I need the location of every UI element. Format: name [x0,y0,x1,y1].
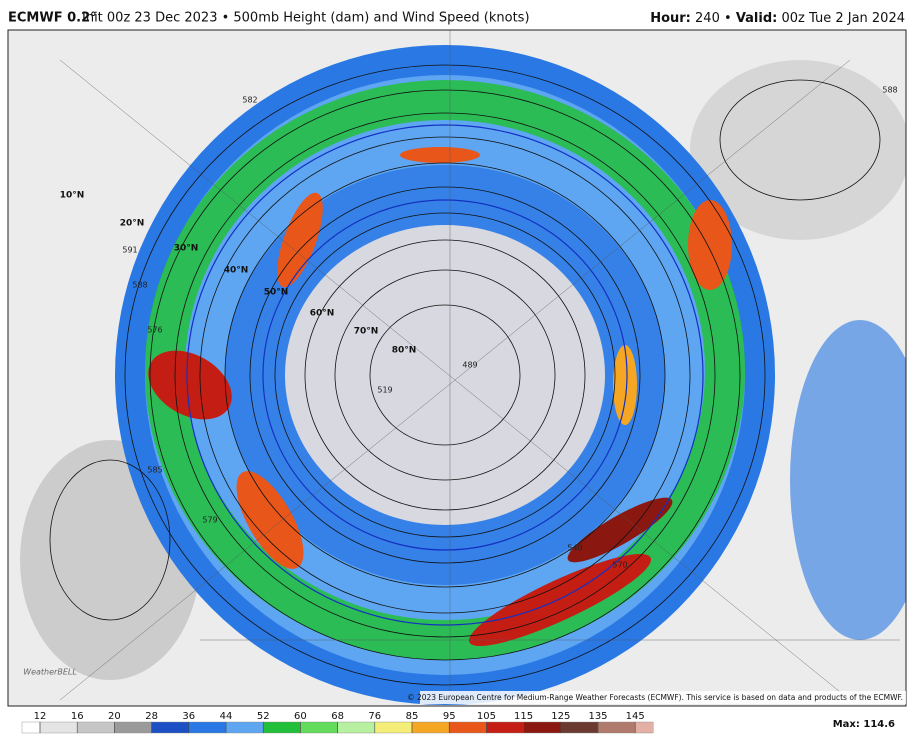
colorbar-cell [486,721,524,734]
separator: • [724,11,732,26]
colorbar-tick-label: 68 [331,711,344,722]
contour-label: 588 [132,281,147,290]
colorbar-cell [337,721,376,734]
valid-line: Hour: 240 • Valid: 00z Tue 2 Jan 2024 [650,11,905,26]
contour-label: 582 [242,96,257,105]
colorbar-tick-label: 85 [406,711,419,722]
watermark: WeatherBELL [23,668,77,677]
copyright: © 2023 European Centre for Medium-Range … [407,693,903,702]
contour-label: 540 [567,544,582,553]
colorbar-tick-label: 20 [108,711,121,722]
colorbar-cell [560,721,599,734]
colorbar-cell [114,721,152,734]
max: Max: 114.6 [833,719,895,730]
title: Init 00z 23 Dec 2023 • 500mb Height (dam… [82,11,530,26]
contour-label: 519 [377,386,392,395]
map [7,29,907,707]
colorbar-cell [635,721,654,734]
latitude-label: 20°N [120,219,145,229]
colorbar-cell [411,721,450,734]
colorbar-cell [374,721,413,734]
colorbar-cell [21,721,41,734]
colorbar-tick-label: 12 [34,711,47,722]
latitude-label: 10°N [60,191,85,201]
colorbar-tick-label: 125 [551,711,570,722]
contour-label: 576 [147,326,162,335]
colorbar-cell [300,721,338,734]
contour-label: 585 [147,466,162,475]
contour-label: 570 [612,561,627,570]
colorbar-cell [76,721,115,734]
colorbar-cell [39,721,78,734]
hour: 240 [695,11,720,26]
colorbar-cell [597,721,636,734]
colorbar-cell [225,721,264,734]
colorbar-cell [523,721,561,734]
colorbar-tick-label: 76 [368,711,381,722]
contour-label: 489 [462,361,477,370]
colorbar-cell [188,721,227,734]
colorbar-tick-label: 105 [477,711,496,722]
max-label: Max: [833,719,860,730]
colorbar-tick-label: 145 [626,711,645,722]
colorbar-tick-label: 36 [182,711,195,722]
latitude-label: 80°N [392,346,417,356]
contour-label: 579 [202,516,217,525]
max-value: 114.6 [863,719,895,730]
colorbar-tick-label: 52 [257,711,270,722]
latitude-label: 50°N [264,288,289,298]
colorbar-tick-label: 95 [443,711,456,722]
colorbar-tick-label: 115 [514,711,533,722]
latitude-label: 70°N [354,327,379,337]
latitude-label: 40°N [224,266,249,276]
latitude-label: 60°N [310,309,335,319]
colorbar-tick-label: 28 [145,711,158,722]
valid-label: Valid: [736,11,778,26]
valid: 00z Tue 2 Jan 2024 [782,11,906,26]
latitude-label: 30°N [174,244,199,254]
colorbar-tick-label: 135 [588,711,607,722]
copyright-bg [420,691,906,704]
model: ECMWF 0.2° [8,11,97,26]
colorbar-cell [151,721,190,734]
hour-label: Hour: [650,11,691,26]
colorbar-cell [263,721,301,734]
contour-label: 591 [122,246,137,255]
colorbar-tick-label: 44 [220,711,233,722]
contour-label: 588 [882,86,897,95]
colorbar-tick-label: 16 [71,711,84,722]
colorbar-cell [449,721,487,734]
colorbar-tick-label: 60 [294,711,307,722]
